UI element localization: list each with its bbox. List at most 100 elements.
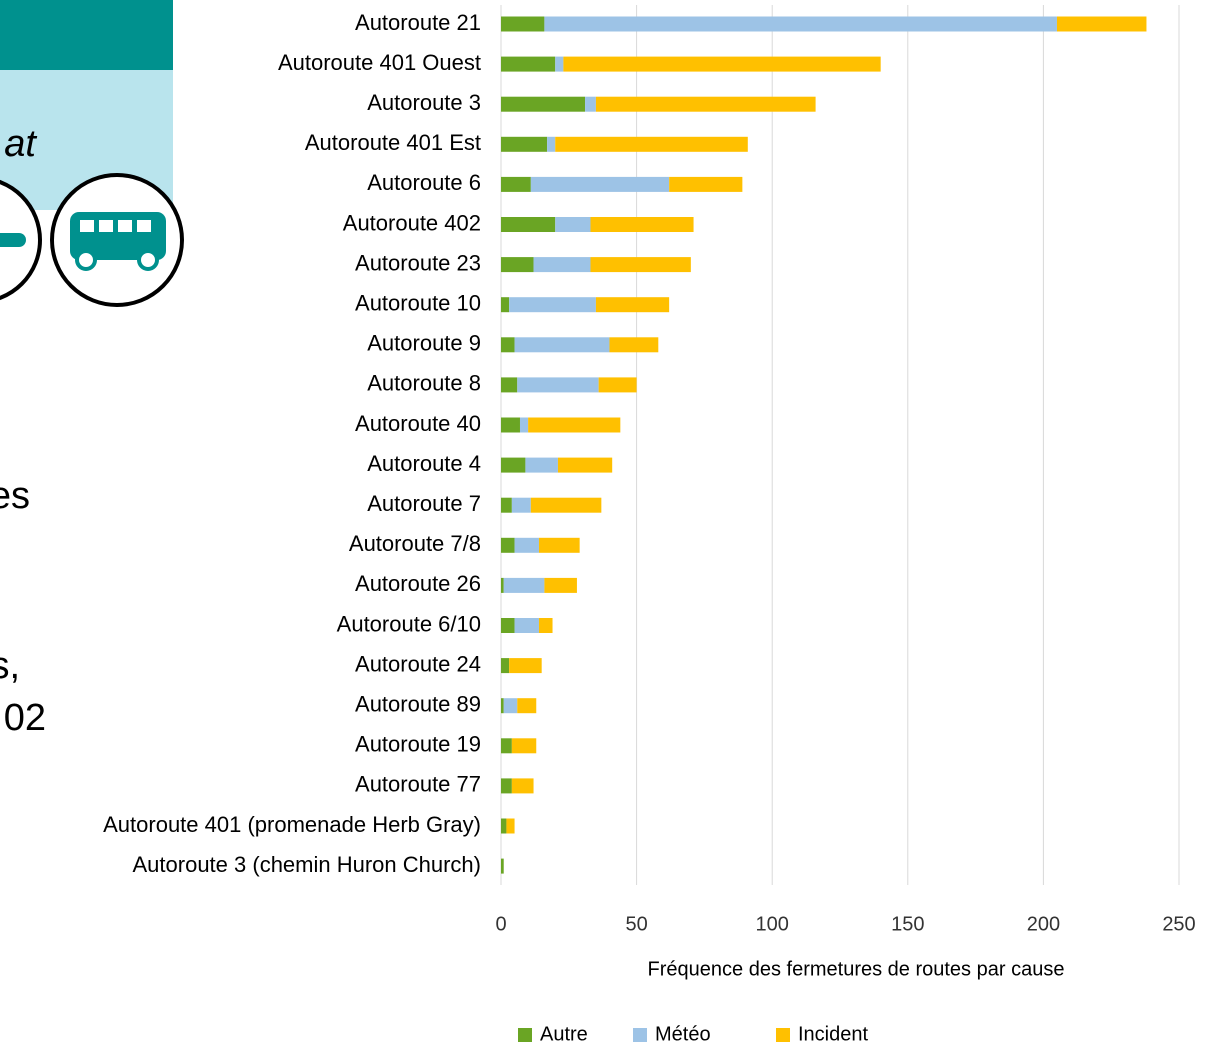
bar-segment — [511, 497, 531, 513]
bar-segment — [533, 257, 591, 273]
bar-segment — [547, 136, 556, 152]
bar-segment — [501, 738, 512, 754]
slide-fragment: at — [4, 123, 37, 165]
bar-segment — [511, 738, 537, 754]
bar-segment — [595, 96, 816, 112]
bar-segment — [609, 337, 659, 353]
x-tick-label: 250 — [1162, 913, 1195, 935]
bar-segment — [503, 698, 518, 714]
bar-segment — [501, 377, 518, 393]
bar-segment — [514, 618, 539, 633]
y-tick-label: Autoroute 23 — [355, 250, 481, 275]
bar-segment — [501, 537, 515, 553]
legend-swatch — [633, 1028, 647, 1042]
x-tick-label: 50 — [625, 913, 647, 935]
bar-segment — [563, 56, 881, 72]
bar-segment — [501, 96, 586, 112]
bar-segment — [517, 698, 537, 714]
y-tick-label: Autoroute 8 — [367, 371, 481, 396]
bar-segment — [585, 96, 596, 112]
bus-icon — [70, 212, 166, 271]
bar-segment — [517, 377, 599, 393]
slide-header — [0, 0, 173, 70]
bar-segment — [501, 337, 515, 353]
bar-segment — [509, 658, 542, 674]
y-tick-label: Autoroute 40 — [355, 411, 481, 436]
bar-segment — [501, 417, 520, 433]
bar-segment — [501, 297, 510, 313]
bar-segment — [555, 217, 591, 232]
y-tick-label: Autoroute 9 — [367, 331, 481, 356]
bar-segment — [530, 176, 670, 192]
x-tick-label: 200 — [1027, 913, 1060, 935]
bar-segment — [501, 778, 512, 794]
bar-segment — [511, 778, 534, 794]
bar-segment — [501, 577, 504, 593]
slide-fragment: es — [0, 475, 30, 517]
x-axis-title: Fréquence des fermetures de routes par c… — [648, 958, 1065, 980]
y-tick-label: Autoroute 24 — [355, 651, 481, 676]
bar-segment — [501, 618, 515, 633]
legend-label: Météo — [655, 1023, 711, 1045]
bar-segment — [555, 136, 748, 152]
bar-segment — [538, 618, 553, 633]
bar-segment — [501, 698, 504, 714]
y-tick-label: Autoroute 401 Est — [305, 130, 481, 155]
y-tick-label: Autoroute 19 — [355, 732, 481, 757]
bar-segment — [501, 457, 526, 473]
legend-swatch — [518, 1028, 532, 1042]
bar-segment — [530, 497, 602, 513]
bar-segment — [555, 56, 564, 72]
bar-segment — [590, 257, 691, 273]
y-tick-label: Autoroute 21 — [355, 10, 481, 35]
bar-segment — [501, 136, 548, 152]
y-tick-label: Autoroute 6/10 — [337, 611, 481, 636]
bar-segment — [514, 537, 539, 553]
bar-segment — [557, 457, 613, 473]
slide-fragment: 02 — [4, 697, 46, 739]
bar-segment — [519, 417, 529, 433]
y-tick-label: Autoroute 7/8 — [349, 531, 481, 556]
y-tick-label: Autoroute 10 — [355, 291, 481, 316]
bar-segment — [501, 497, 512, 513]
y-tick-label: Autoroute 401 (promenade Herb Gray) — [103, 812, 481, 837]
y-tick-label: Autoroute 7 — [367, 491, 481, 516]
y-tick-label: Autoroute 6 — [367, 170, 481, 195]
bar-segment — [1056, 16, 1147, 32]
bar-segment — [501, 818, 507, 834]
icon-shape — [0, 233, 26, 247]
legend-label: Incident — [798, 1023, 868, 1045]
bar-segment — [544, 16, 1057, 32]
bar-segment — [501, 257, 534, 273]
x-tick-label: 0 — [495, 913, 506, 935]
bar-segment — [501, 217, 556, 232]
bar-segment — [503, 577, 545, 593]
bar-segment — [506, 818, 515, 834]
x-tick-label: 100 — [756, 913, 789, 935]
y-tick-label: Autoroute 401 Ouest — [278, 50, 481, 75]
bar-segment — [669, 176, 743, 192]
bar-segment — [501, 176, 531, 192]
y-tick-label: Autoroute 402 — [343, 210, 481, 235]
y-tick-label: Autoroute 89 — [355, 692, 481, 717]
y-tick-label: Autoroute 3 — [367, 90, 481, 115]
bar-segment — [501, 16, 545, 32]
bar-segment — [544, 577, 577, 593]
y-tick-label: Autoroute 77 — [355, 772, 481, 797]
bar-segment — [509, 297, 596, 313]
y-tick-label: Autoroute 4 — [367, 451, 481, 476]
y-tick-label: Autoroute 3 (chemin Huron Church) — [133, 852, 482, 877]
bar-segment — [501, 658, 510, 674]
bar-segment — [525, 457, 558, 473]
x-tick-label: 150 — [891, 913, 924, 935]
bar-segment — [501, 858, 504, 874]
y-tick-label: Autoroute 26 — [355, 571, 481, 596]
bar-segment — [598, 377, 637, 393]
bar-segment — [528, 417, 621, 433]
bar-segment — [501, 56, 556, 72]
slide-fragment: s, — [0, 645, 20, 687]
bar-segment — [595, 297, 670, 313]
legend-label: Autre — [540, 1023, 588, 1045]
